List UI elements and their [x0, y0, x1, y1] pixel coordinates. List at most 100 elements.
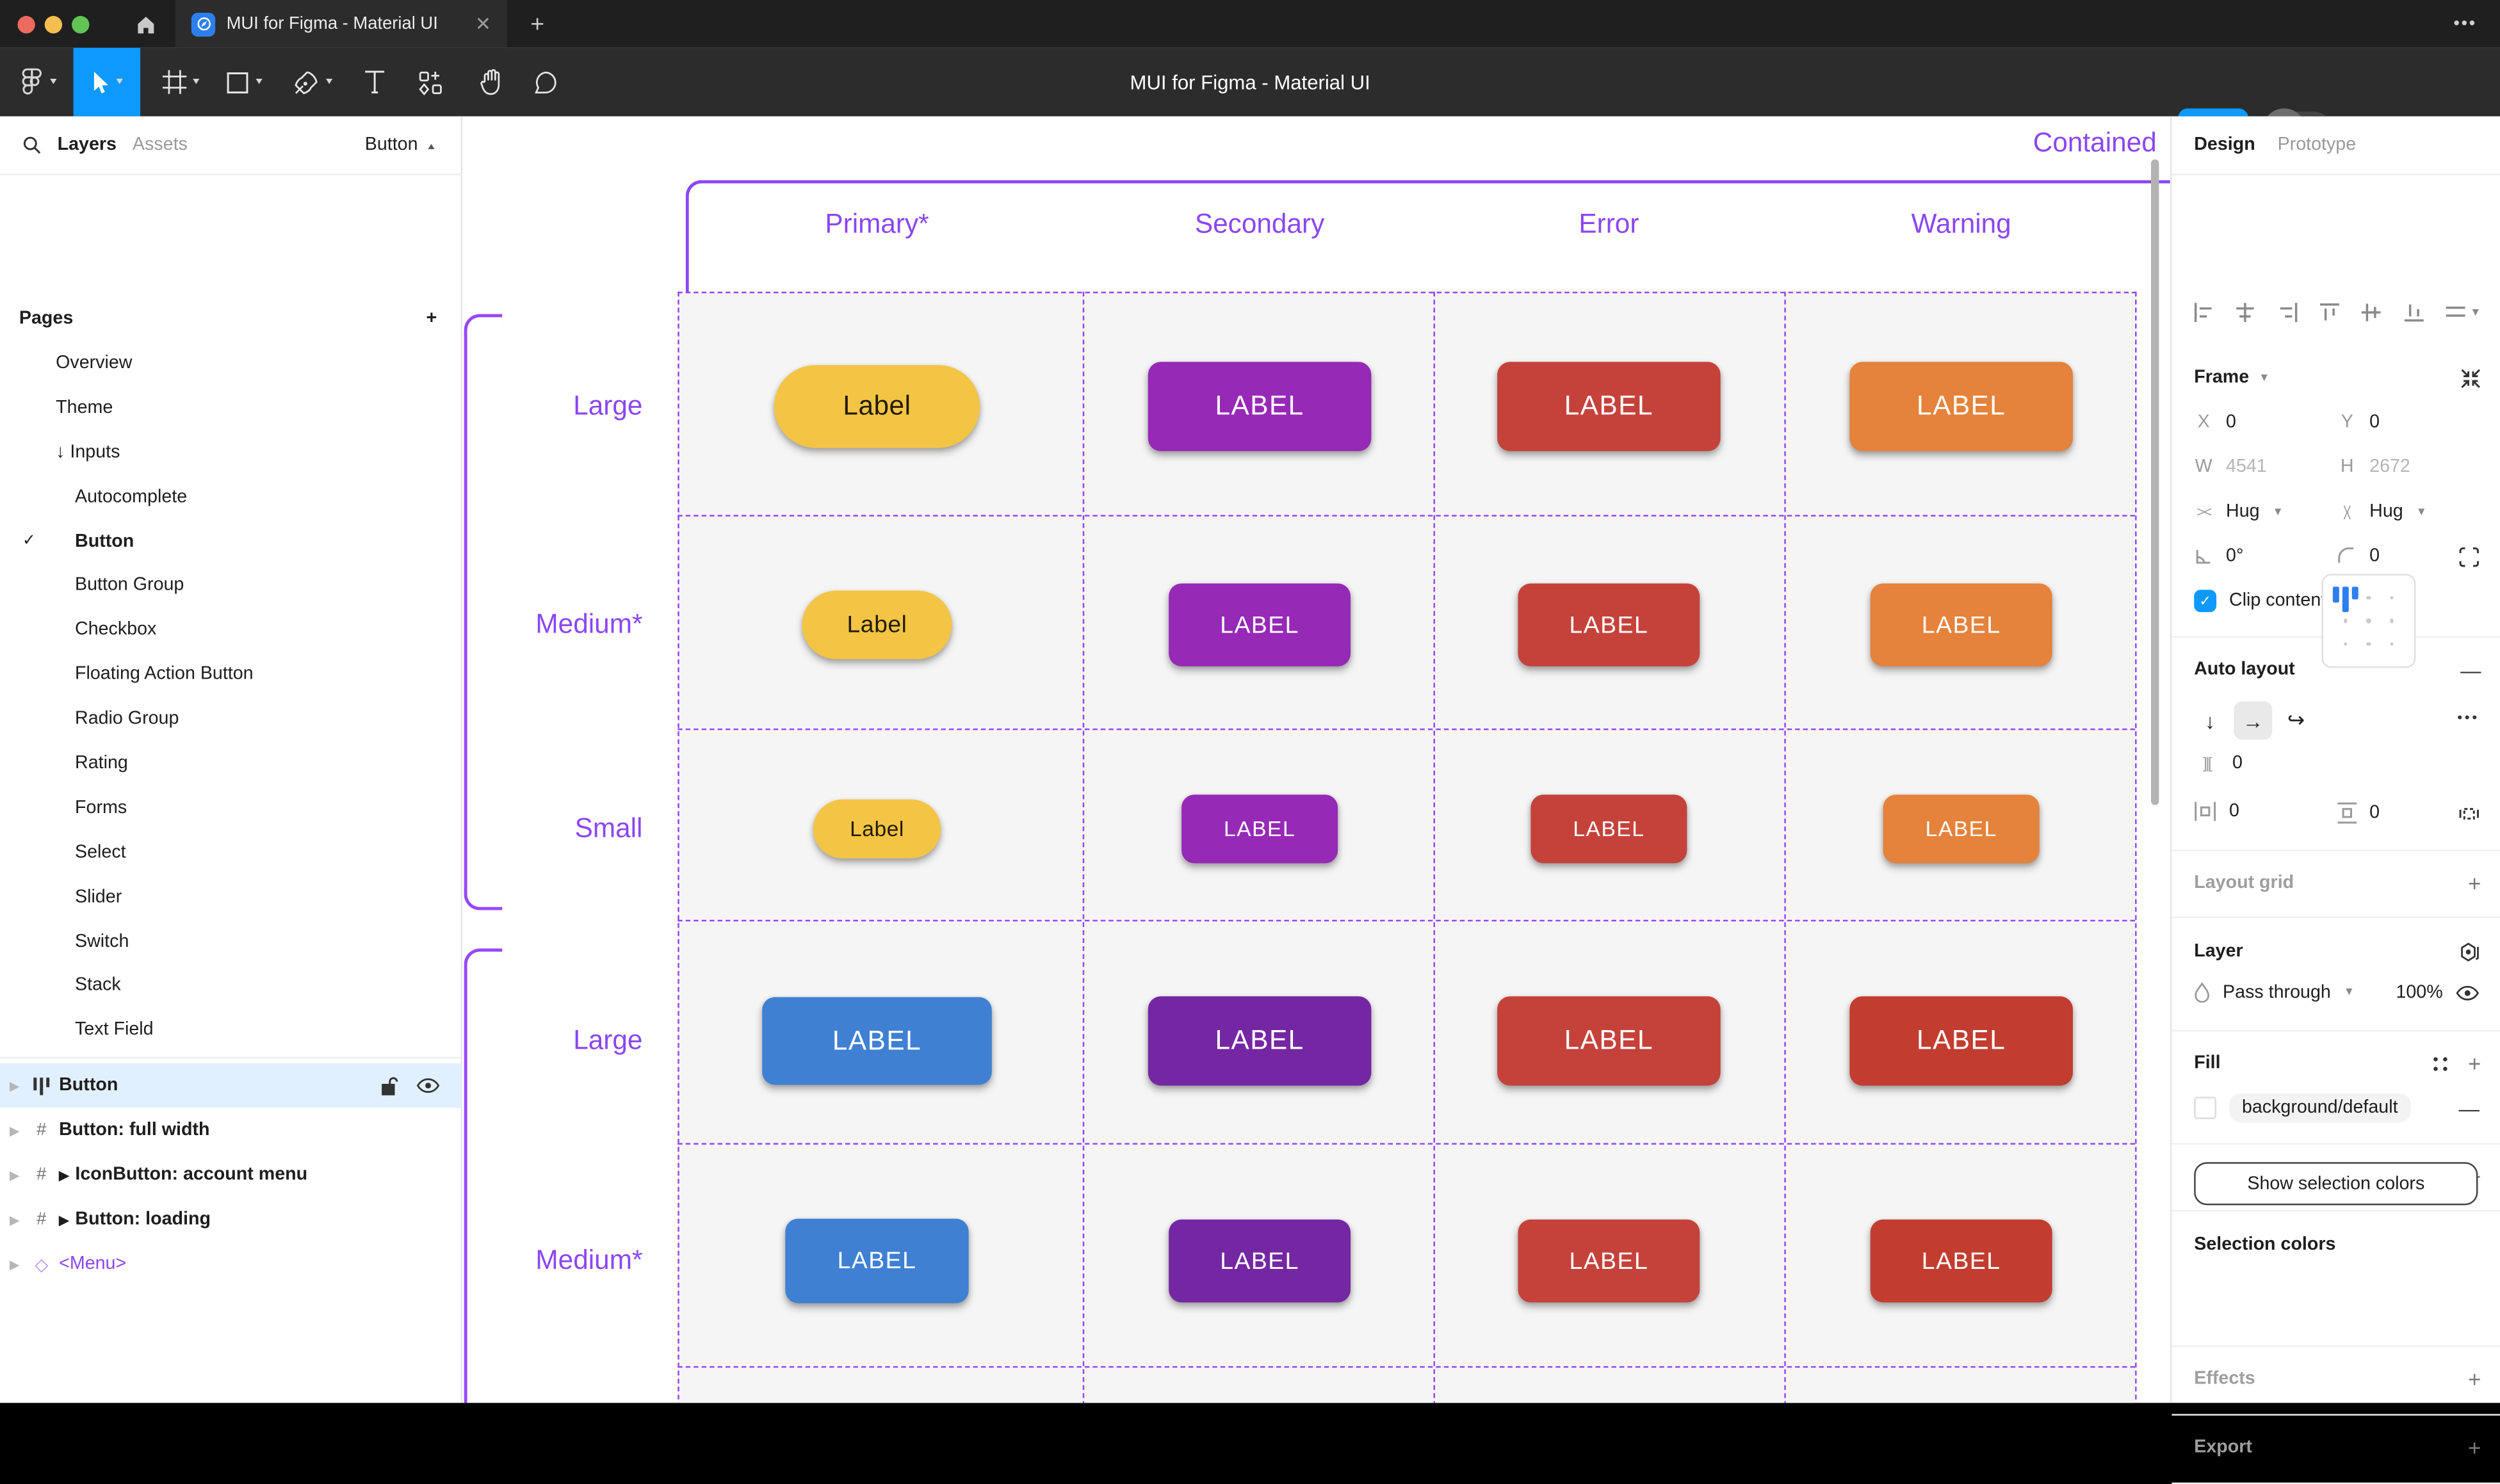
horizontal-sizing-dropdown[interactable]: >< Hug ▼	[2194, 502, 2284, 521]
chevron-down-icon[interactable]: ▼	[2259, 372, 2270, 383]
clip-content-checkbox[interactable]: ✓ Clip content	[2194, 590, 2326, 613]
height-field[interactable]: H 2672	[2337, 458, 2410, 477]
canvas-button-r3-c1[interactable]: Label	[813, 799, 941, 859]
move-tool-button[interactable]: ▼	[73, 47, 141, 117]
fill-style-name[interactable]: background/default	[2229, 1093, 2411, 1122]
comment-tool-button[interactable]	[517, 48, 574, 117]
sidebar-page-item-checkbox[interactable]: Checkbox	[0, 608, 462, 652]
row-label-4[interactable]: Medium*	[535, 1245, 643, 1275]
new-tab-button[interactable]: +	[530, 10, 545, 38]
expand-chevron-icon[interactable]: ▶	[9, 1167, 20, 1182]
row-label-3[interactable]: Large	[573, 1025, 643, 1056]
auto-layout-more-icon[interactable]: •••	[2457, 709, 2480, 725]
add-layout-grid-button[interactable]: +	[2468, 870, 2481, 896]
frame-tool-button[interactable]: ▼	[153, 48, 211, 117]
expand-chevron-icon[interactable]: ▶	[9, 1078, 20, 1093]
alignment-dot[interactable]	[2343, 641, 2348, 647]
canvas-button-r2-c4[interactable]: LABEL	[1870, 583, 2052, 666]
add-export-button[interactable]: +	[2468, 1435, 2481, 1460]
sidebar-page-item-slider[interactable]: Slider	[0, 875, 462, 919]
alignment-dot[interactable]	[2366, 595, 2371, 600]
alignment-dot[interactable]	[2390, 618, 2394, 624]
tab-design[interactable]: Design	[2194, 135, 2255, 155]
alignment-dot[interactable]	[2366, 618, 2371, 624]
canvas-button-r3-c4[interactable]: LABEL	[1883, 794, 2040, 864]
row-label-0[interactable]: Large	[573, 391, 643, 421]
show-selection-colors-button[interactable]: Show selection colors	[2194, 1162, 2478, 1206]
window-zoom-button[interactable]	[72, 15, 90, 33]
x-position-field[interactable]: X 0	[2194, 413, 2236, 432]
add-effect-button[interactable]: +	[2468, 1366, 2481, 1392]
canvas-button-r5-c3[interactable]: LABEL	[1518, 1219, 1700, 1303]
canvas-button-r5-c2[interactable]: LABEL	[1169, 1219, 1351, 1303]
canvas-button-r2-c2[interactable]: LABEL	[1169, 583, 1351, 666]
shape-tool-button[interactable]: ▼	[217, 48, 275, 117]
sidebar-page-item-radio-group[interactable]: Radio Group	[0, 697, 462, 741]
align-bottom-icon[interactable]	[2403, 302, 2425, 324]
row-label-2[interactable]: Small	[574, 812, 643, 844]
distribute-menu-button[interactable]: ▼	[2444, 302, 2481, 324]
remove-fill-button[interactable]: —	[2458, 1095, 2480, 1120]
canvas-button-r3-c2[interactable]: LABEL	[1181, 794, 1338, 864]
sidebar-page-item-autocomplete[interactable]: Autocomplete	[0, 474, 462, 519]
direction-horizontal-button[interactable]: →	[2234, 701, 2273, 740]
column-header-error[interactable]: Error	[1579, 209, 1639, 239]
sidebar-page-item-select[interactable]: Select	[0, 830, 462, 875]
alignment-dot[interactable]	[2366, 641, 2371, 647]
canvas-button-r5-c1[interactable]: LABEL	[785, 1218, 969, 1303]
canvas-scrollbar[interactable]	[2151, 159, 2159, 805]
sidebar-page-item-rating[interactable]: Rating	[0, 741, 462, 786]
opacity-value[interactable]: 100%	[2396, 983, 2443, 1002]
blend-mode-icon[interactable]	[2459, 941, 2481, 962]
vertical-padding-field[interactable]: 0	[2337, 802, 2380, 824]
search-icon[interactable]	[22, 136, 42, 155]
tab-assets[interactable]: Assets	[132, 135, 188, 155]
main-menu-button[interactable]: ▼	[10, 48, 70, 117]
rotation-field[interactable]: 0°	[2194, 547, 2243, 566]
collapse-panel-icon[interactable]	[2460, 367, 2481, 388]
auto-layout-alignment-box[interactable]	[2321, 574, 2416, 668]
titlebar-more-icon[interactable]: •••	[2453, 14, 2477, 34]
add-fill-button[interactable]: +	[2468, 1050, 2481, 1076]
blend-mode-value[interactable]: Pass through	[2223, 983, 2331, 1002]
resources-tool-button[interactable]	[402, 48, 459, 117]
add-page-button[interactable]: +	[426, 309, 437, 328]
canvas-button-r5-c4[interactable]: LABEL	[1870, 1219, 2052, 1303]
sidebar-page-item-theme[interactable]: Theme	[0, 385, 462, 430]
sidebar-page-item-overview[interactable]: Overview	[0, 341, 462, 385]
unlock-icon[interactable]	[381, 1076, 398, 1096]
align-horizontal-center-icon[interactable]	[2234, 302, 2257, 324]
alignment-dot[interactable]	[2390, 641, 2394, 647]
fill-color-swatch[interactable]	[2194, 1097, 2217, 1119]
canvas[interactable]: Contained Primary* Secondary Error Warning L…	[462, 116, 2170, 1403]
layer-row-button[interactable]: ▶ Button	[0, 1063, 463, 1108]
column-header-warning[interactable]: Warning	[1911, 209, 2011, 239]
layer-row-button-full-width[interactable]: ▶ # Button: full width	[0, 1108, 462, 1153]
independent-padding-button[interactable]	[2459, 803, 2480, 824]
column-header-primary[interactable]: Primary*	[825, 209, 929, 239]
align-left-icon[interactable]	[2193, 302, 2215, 324]
canvas-button-r2-c3[interactable]: LABEL	[1518, 583, 1700, 666]
sidebar-page-item-switch[interactable]: Switch	[0, 919, 462, 964]
pen-tool-button[interactable]: ▼	[284, 48, 345, 117]
frame-section-title[interactable]: Frame	[2194, 368, 2250, 388]
expand-chevron-icon[interactable]: ▶	[9, 1257, 20, 1271]
sidebar-page-item-button-group[interactable]: Button Group	[0, 563, 462, 608]
direction-wrap-button[interactable]: ↩	[2287, 707, 2305, 732]
window-minimize-button[interactable]	[44, 15, 63, 33]
canvas-button-r4-c1[interactable]: LABEL	[762, 997, 992, 1085]
alignment-dot[interactable]	[2343, 618, 2348, 624]
align-top-icon[interactable]	[2319, 302, 2341, 324]
width-field[interactable]: W 4541	[2194, 458, 2267, 477]
canvas-button-r1-c2[interactable]: LABEL	[1148, 362, 1372, 451]
visibility-eye-icon[interactable]	[416, 1077, 440, 1093]
sidebar-page-item-stack[interactable]: Stack	[0, 964, 462, 1008]
row-label-1[interactable]: Medium*	[535, 609, 643, 640]
canvas-button-r2-c1[interactable]: Label	[802, 590, 952, 659]
sidebar-page-item-button[interactable]: ✓ Button	[0, 519, 462, 563]
text-tool-button[interactable]	[348, 48, 402, 117]
sidebar-page-item-floating-action-button[interactable]: Floating Action Button	[0, 652, 462, 697]
home-icon[interactable]	[115, 0, 175, 48]
alignment-dot[interactable]	[2390, 595, 2394, 600]
vertical-sizing-dropdown[interactable]: >< Hug ▼	[2337, 502, 2427, 521]
